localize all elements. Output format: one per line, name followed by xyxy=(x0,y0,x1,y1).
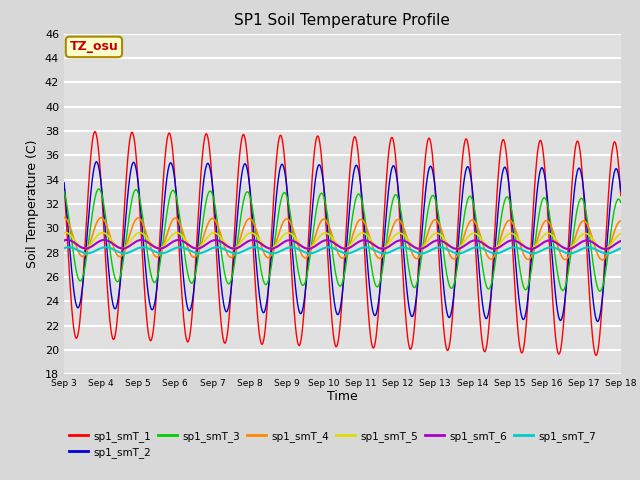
sp1_smT_6 xyxy=(297,242,305,248)
Line: sp1_smT_1: sp1_smT_1 xyxy=(64,132,621,355)
Line: sp1_smT_2: sp1_smT_2 xyxy=(64,162,621,322)
Line: sp1_smT_4: sp1_smT_4 xyxy=(64,217,621,260)
sp1_smT_2 xyxy=(60,180,68,186)
sp1_smT_3 xyxy=(126,207,134,213)
Y-axis label: Soil Temperature (C): Soil Temperature (C) xyxy=(26,140,39,268)
sp1_smT_1 xyxy=(104,287,111,293)
sp1_smT_2 xyxy=(318,171,326,177)
sp1_smT_7 xyxy=(65,244,72,250)
sp1_smT_5 xyxy=(297,242,305,248)
sp1_smT_2 xyxy=(378,274,385,279)
sp1_smT_6 xyxy=(60,238,68,243)
sp1_smT_1 xyxy=(617,192,625,198)
sp1_smT_3 xyxy=(596,288,604,294)
sp1_smT_3 xyxy=(378,274,385,279)
sp1_smT_1 xyxy=(308,176,316,181)
sp1_smT_2 xyxy=(126,172,134,178)
sp1_smT_4 xyxy=(126,232,134,238)
sp1_smT_6 xyxy=(308,245,316,251)
sp1_smT_6 xyxy=(617,238,625,244)
sp1_smT_7 xyxy=(60,245,68,251)
sp1_smT_2 xyxy=(617,188,625,194)
sp1_smT_5 xyxy=(308,243,316,249)
Line: sp1_smT_5: sp1_smT_5 xyxy=(64,233,621,249)
sp1_smT_4 xyxy=(377,255,385,261)
sp1_smT_6 xyxy=(104,238,111,243)
sp1_smT_3 xyxy=(95,186,103,192)
sp1_smT_4 xyxy=(60,215,68,220)
sp1_smT_6 xyxy=(63,237,71,243)
sp1_smT_5 xyxy=(61,230,69,236)
Title: SP1 Soil Temperature Profile: SP1 Soil Temperature Profile xyxy=(234,13,451,28)
sp1_smT_1 xyxy=(60,180,68,186)
sp1_smT_3 xyxy=(60,189,68,194)
sp1_smT_2 xyxy=(594,319,602,324)
sp1_smT_6 xyxy=(318,239,326,244)
sp1_smT_7 xyxy=(378,250,385,256)
sp1_smT_2 xyxy=(104,253,111,259)
Legend: sp1_smT_1, sp1_smT_2, sp1_smT_3, sp1_smT_4, sp1_smT_5, sp1_smT_6, sp1_smT_7: sp1_smT_1, sp1_smT_2, sp1_smT_3, sp1_smT… xyxy=(69,431,596,458)
sp1_smT_5 xyxy=(378,246,385,252)
sp1_smT_3 xyxy=(308,237,316,243)
Line: sp1_smT_7: sp1_smT_7 xyxy=(64,247,621,253)
sp1_smT_6 xyxy=(378,246,385,252)
sp1_smT_3 xyxy=(297,279,305,285)
sp1_smT_1 xyxy=(297,339,305,345)
sp1_smT_4 xyxy=(308,244,316,250)
sp1_smT_6 xyxy=(126,243,134,249)
Text: TZ_osu: TZ_osu xyxy=(70,40,118,53)
X-axis label: Time: Time xyxy=(327,390,358,403)
Line: sp1_smT_6: sp1_smT_6 xyxy=(64,240,621,249)
sp1_smT_7 xyxy=(104,244,111,250)
sp1_smT_7 xyxy=(308,250,316,256)
sp1_smT_5 xyxy=(104,232,111,238)
sp1_smT_4 xyxy=(318,217,326,223)
sp1_smT_7 xyxy=(318,246,326,252)
sp1_smT_1 xyxy=(378,264,385,270)
sp1_smT_4 xyxy=(617,218,625,224)
sp1_smT_2 xyxy=(297,311,305,316)
sp1_smT_7 xyxy=(617,245,625,251)
sp1_smT_1 xyxy=(126,135,134,141)
sp1_smT_3 xyxy=(617,200,625,205)
sp1_smT_7 xyxy=(604,251,611,256)
sp1_smT_2 xyxy=(308,209,316,215)
sp1_smT_4 xyxy=(103,224,111,229)
sp1_smT_1 xyxy=(592,352,600,358)
sp1_smT_5 xyxy=(600,246,607,252)
Line: sp1_smT_3: sp1_smT_3 xyxy=(64,189,621,291)
sp1_smT_6 xyxy=(602,246,609,252)
sp1_smT_1 xyxy=(91,129,99,134)
sp1_smT_1 xyxy=(318,162,326,168)
sp1_smT_5 xyxy=(617,231,625,237)
sp1_smT_2 xyxy=(92,159,100,165)
sp1_smT_5 xyxy=(318,231,326,237)
sp1_smT_7 xyxy=(297,247,305,253)
sp1_smT_4 xyxy=(296,248,304,254)
sp1_smT_4 xyxy=(598,257,606,263)
sp1_smT_3 xyxy=(104,228,111,233)
sp1_smT_3 xyxy=(318,191,326,196)
sp1_smT_5 xyxy=(126,238,134,244)
sp1_smT_5 xyxy=(60,230,68,236)
sp1_smT_7 xyxy=(126,249,134,255)
